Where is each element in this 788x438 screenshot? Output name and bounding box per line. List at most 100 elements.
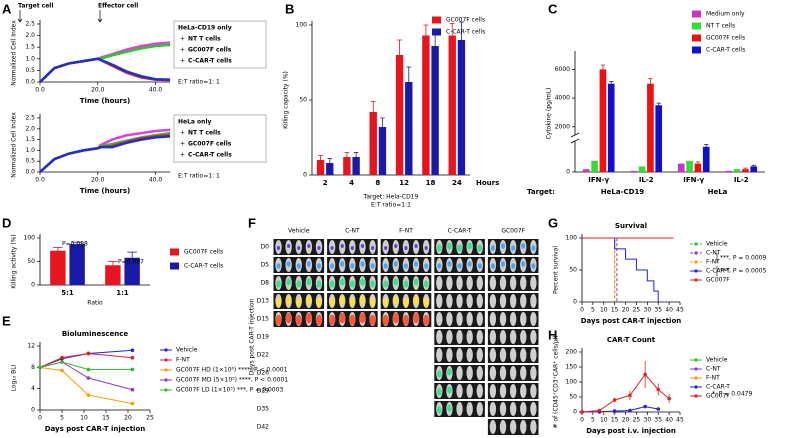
- bar: [750, 166, 758, 172]
- x-tick-label: IL-2: [639, 176, 654, 184]
- signal: [339, 312, 346, 324]
- signal: [296, 263, 301, 269]
- mouse: [530, 276, 537, 290]
- group-label: HeLa-CD19: [601, 188, 645, 196]
- signal: [467, 242, 473, 250]
- y-axis-label: Days post CAR-T injection: [249, 298, 256, 375]
- signal: [360, 278, 365, 286]
- mouse: [446, 294, 453, 308]
- mouse: [489, 330, 497, 344]
- signal: [423, 297, 429, 307]
- x-tick-label: 25: [633, 417, 641, 424]
- x-tick-label: 10: [80, 415, 88, 422]
- mouse: [476, 330, 483, 344]
- signal: [501, 243, 506, 249]
- signal: [349, 314, 356, 326]
- signal: [339, 278, 345, 286]
- mouse: [466, 348, 473, 362]
- legend-label: C-NT: [706, 250, 721, 257]
- x-tick-label: 45: [676, 417, 684, 424]
- mouse: [509, 276, 517, 290]
- legend-marker: [164, 348, 168, 352]
- signal: [403, 280, 409, 288]
- point: [580, 410, 584, 414]
- mouse: [509, 366, 517, 380]
- group-title: Target:: [527, 188, 555, 196]
- x-tick-label: IFN-γ: [588, 176, 609, 184]
- axis-break: [571, 135, 579, 141]
- bar: [591, 160, 598, 172]
- y-axis-label: Percent survival: [553, 246, 560, 294]
- signal: [436, 370, 442, 378]
- y-tick-label: 100: [296, 22, 308, 29]
- signal: [490, 263, 495, 269]
- x-tick-label: 5: [60, 415, 64, 422]
- legend-marker: [694, 278, 698, 282]
- x-tick-label: 40: [665, 307, 673, 314]
- row-label: D15: [257, 316, 269, 323]
- signal: [447, 368, 452, 376]
- legend-marker: [694, 394, 698, 398]
- signal: [424, 263, 429, 269]
- annotation: ***, P = 0.0005: [720, 268, 766, 275]
- signal: [423, 280, 429, 288]
- bar: [655, 105, 663, 172]
- series-line: [581, 406, 659, 413]
- y-tick-label: 12: [27, 343, 35, 350]
- x-tick-label: 20: [622, 307, 630, 314]
- column-label: GC007F: [501, 228, 525, 235]
- legend-marker: [164, 368, 168, 372]
- annotation: Target cell: [18, 3, 53, 10]
- point: [86, 367, 91, 372]
- annotation-arrow: [97, 10, 103, 23]
- legend-label: GC007F cells: [184, 249, 223, 256]
- x-tick-label: 15: [102, 415, 110, 422]
- mouse: [446, 312, 453, 326]
- y-tick-label: 100: [566, 235, 578, 242]
- signal: [360, 244, 365, 248]
- mouse: [489, 402, 497, 416]
- mouse: [456, 330, 463, 344]
- point: [643, 372, 647, 377]
- x-axis-label: Days post CAR-T injection: [45, 425, 146, 433]
- x-tick-label: 1:1: [116, 289, 129, 297]
- legend-marker: +: [180, 152, 185, 159]
- y-axis-label: Normalized Cell Index: [11, 112, 18, 178]
- signal: [316, 263, 321, 269]
- y-tick-label: 200: [566, 349, 578, 356]
- point: [628, 408, 632, 413]
- y-tick-label: 0.5: [25, 158, 35, 165]
- panel-label: D: [2, 215, 11, 230]
- annotation: Effector cell: [98, 3, 138, 10]
- x-tick-label: 18: [426, 179, 436, 187]
- legend-label: C-CAR-T cells: [706, 47, 745, 54]
- bar: [599, 69, 607, 172]
- y-tick-label: 150: [566, 364, 578, 371]
- x-tick-label: 20: [124, 415, 132, 422]
- signal: [295, 297, 302, 307]
- signal: [477, 263, 482, 269]
- y-axis-label: # of (CD45⁺CD3⁺CAR⁺ cells/μl): [553, 335, 560, 428]
- legend-label: Vehicle: [176, 347, 198, 354]
- signal: [422, 314, 430, 326]
- mouse: [476, 384, 483, 398]
- signal: [382, 297, 389, 307]
- x-tick-label: 5: [591, 307, 595, 314]
- legend-label: HeLa only: [178, 119, 212, 126]
- signal: [457, 244, 462, 252]
- signal: [383, 280, 389, 288]
- signal: [392, 312, 400, 324]
- mouse: [466, 294, 473, 308]
- mouse: [530, 402, 537, 416]
- mouse: [466, 330, 473, 344]
- legend-label: GC007F LD (1×10⁵) ***, P = 0.0003: [176, 387, 283, 394]
- signal: [414, 261, 419, 267]
- series-line: [39, 352, 133, 368]
- legend-swatch: [170, 248, 179, 256]
- panel-label: F: [248, 215, 256, 230]
- mouse: [466, 276, 473, 290]
- signal: [412, 312, 420, 324]
- note: Target: Hela-CD19: [363, 194, 419, 201]
- signal: [350, 246, 354, 250]
- point: [38, 365, 42, 370]
